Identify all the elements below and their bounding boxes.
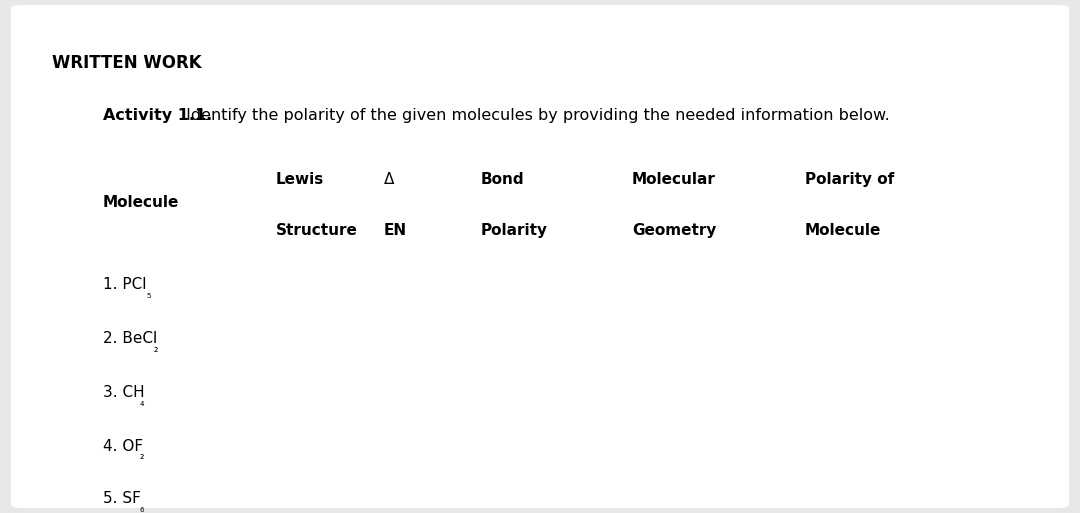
Text: Identify the polarity of the given molecules by providing the needed information: Identify the polarity of the given molec… <box>181 108 890 123</box>
Text: 2. BeCl: 2. BeCl <box>103 331 157 346</box>
Text: ₂: ₂ <box>139 451 144 461</box>
Text: Polarity: Polarity <box>481 223 548 238</box>
Text: ₆: ₆ <box>139 504 144 513</box>
Text: Bond: Bond <box>481 172 524 187</box>
Text: Molecule: Molecule <box>103 195 179 210</box>
Text: 1. PCl: 1. PCl <box>103 277 146 292</box>
Text: Molecular: Molecular <box>632 172 716 187</box>
Text: Molecule: Molecule <box>805 223 881 238</box>
Text: Lewis: Lewis <box>275 172 324 187</box>
Text: ₂: ₂ <box>154 344 159 353</box>
Text: Structure: Structure <box>275 223 357 238</box>
Text: 4. OF: 4. OF <box>103 439 143 453</box>
Text: Δ: Δ <box>383 172 394 187</box>
Text: Geometry: Geometry <box>632 223 716 238</box>
Text: EN: EN <box>383 223 406 238</box>
Text: WRITTEN WORK: WRITTEN WORK <box>52 54 202 72</box>
Text: 3. CH: 3. CH <box>103 385 145 400</box>
Text: Activity 1.1.: Activity 1.1. <box>103 108 212 123</box>
Text: ₄: ₄ <box>139 398 144 407</box>
Text: Polarity of: Polarity of <box>805 172 894 187</box>
Text: 5. SF: 5. SF <box>103 491 140 506</box>
Text: ₅: ₅ <box>147 290 151 300</box>
